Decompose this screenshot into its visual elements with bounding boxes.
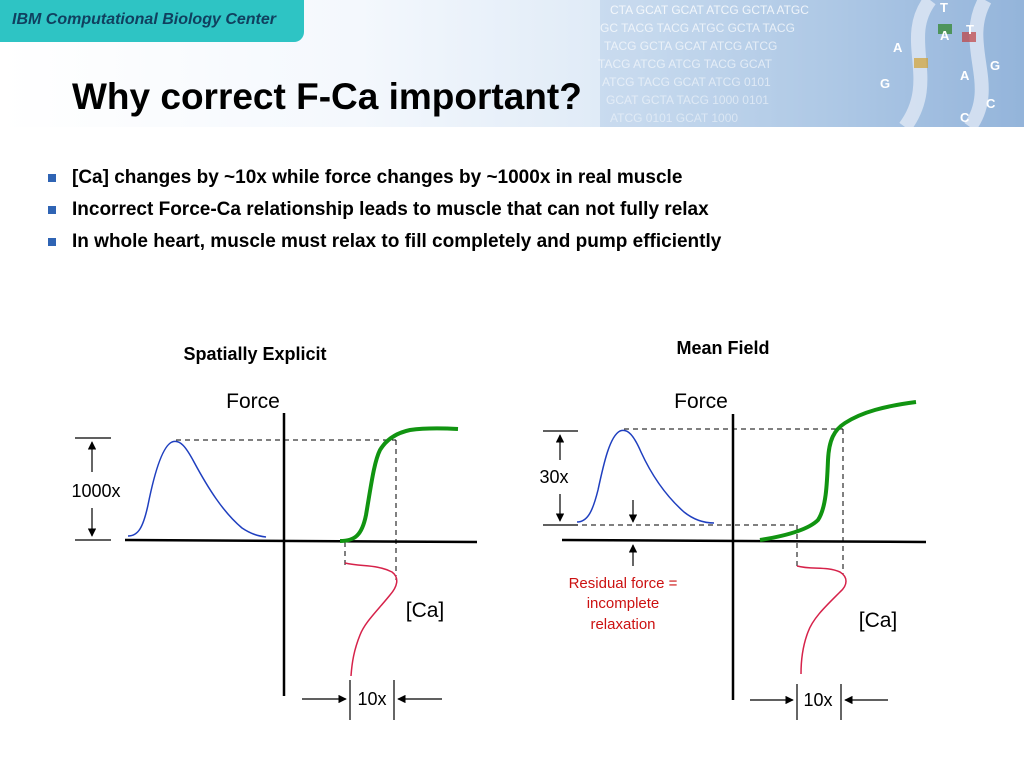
bullet-marker (48, 174, 56, 182)
force-ca-diagrams: Spatially Explicit Force [Ca] 1000x 10x … (71, 338, 927, 720)
svg-text:CTA GCAT GCAT ATCG GCTA ATGC: CTA GCAT GCAT ATCG GCTA ATGC (610, 3, 809, 17)
bullet-text: [Ca] changes by ~10x while force changes… (72, 167, 683, 188)
residual-note-line: Residual force = (569, 575, 678, 592)
dna-letter: T (966, 22, 974, 37)
right-ca-axis (561, 538, 927, 544)
right-ca-transient (796, 565, 847, 675)
residual-note-line: incomplete (587, 595, 660, 612)
bullet-text: Incorrect Force-Ca relationship leads to… (72, 199, 709, 220)
left-force-ca-curve (339, 426, 459, 543)
svg-text:GCAT GCTA TACG 1000 0101: GCAT GCTA TACG 1000 0101 (606, 93, 769, 107)
spatially-explicit-diagram: Spatially Explicit Force [Ca] 1000x 10x (71, 344, 478, 720)
bullet-list: [Ca] changes by ~10x while force changes… (46, 164, 721, 260)
dna-letter: A (940, 28, 950, 43)
svg-text:ATCG 0101 GCAT 1000: ATCG 0101 GCAT 1000 (610, 111, 738, 125)
left-force-axis-label: Force (226, 390, 280, 413)
dna-letter: A (893, 40, 903, 55)
dna-letter: C (986, 96, 996, 111)
left-diagram-title: Spatially Explicit (183, 344, 326, 364)
right-force-transient (576, 429, 715, 524)
bullet-item: [Ca] changes by ~10x while force changes… (46, 164, 721, 196)
dna-letters: T A T G A G C A C (880, 0, 1000, 125)
dna-sequence-graphic: CTA GCAT GCAT ATCG GCTA ATGC GC TACG TAC… (598, 0, 1024, 127)
left-ca-axis-label: [Ca] (406, 599, 445, 622)
left-ca-range-label: 10x (357, 689, 386, 709)
residual-note-line: relaxation (590, 616, 655, 633)
svg-text:TACG GCTA GCAT ATCG ATCG: TACG GCTA GCAT ATCG ATCG (604, 39, 777, 53)
dna-letter: C (960, 110, 970, 125)
bullet-marker (48, 206, 56, 214)
slide-title: Why correct F-Ca important? (72, 76, 582, 117)
mean-field-diagram: Mean Field Force [Ca] 30x Residual force… (539, 338, 927, 720)
right-force-ca-curve (759, 400, 917, 542)
brand-label: IBM Computational Biology Center (12, 11, 276, 28)
bullet-marker (48, 238, 56, 246)
residual-force-note: Residual force = incomplete relaxation (569, 575, 678, 633)
svg-text:TACG ATCG ATCG TACG GCAT: TACG ATCG ATCG TACG GCAT (598, 57, 773, 71)
dna-letter: G (880, 76, 890, 91)
brand-tab: IBM Computational Biology Center (0, 0, 304, 42)
svg-text:GC TACG TACG ATGC GCTA TACG: GC TACG TACG ATGC GCTA TACG (600, 21, 795, 35)
bullet-text: In whole heart, muscle must relax to fil… (72, 231, 722, 252)
header-band: CTA GCAT GCAT ATCG GCTA ATGC GC TACG TAC… (0, 0, 1024, 127)
left-force-transient (127, 440, 267, 538)
right-ca-range-label: 10x (803, 690, 832, 710)
dna-letter: A (960, 68, 970, 83)
bullet-item: Incorrect Force-Ca relationship leads to… (46, 196, 721, 228)
right-force-range-label: 30x (539, 467, 568, 487)
right-ca-axis-label: [Ca] (859, 609, 898, 632)
left-ca-axis (124, 538, 478, 544)
right-force-axis-label: Force (674, 390, 728, 413)
dna-letter: G (990, 58, 1000, 73)
dna-letter: T (940, 0, 948, 15)
right-diagram-title: Mean Field (676, 338, 769, 358)
svg-text:ATCG TACG GCAT ATCG 0101: ATCG TACG GCAT ATCG 0101 (602, 75, 771, 89)
bullet-item: In whole heart, muscle must relax to fil… (46, 228, 721, 260)
left-ca-transient (344, 562, 398, 677)
left-force-range-label: 1000x (71, 481, 120, 501)
